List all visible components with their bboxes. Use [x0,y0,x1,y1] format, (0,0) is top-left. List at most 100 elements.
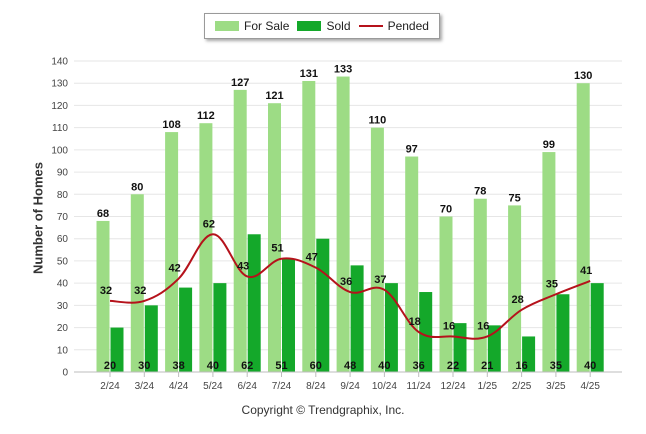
y-tick-label: 130 [51,79,68,90]
x-tick-label: 10/24 [372,381,397,392]
bar-sold [522,336,536,372]
data-label-sold: 30 [138,360,150,372]
y-tick-label: 100 [51,145,68,156]
bar-sold [247,234,261,372]
data-label-pended: 36 [340,276,352,288]
bar-sold [350,265,364,372]
data-label-sold: 21 [481,360,493,372]
copyright-text: Copyright © Trendgraphix, Inc. [241,403,405,417]
y-tick-label: 90 [57,168,69,179]
data-label-pended: 28 [511,294,523,306]
y-tick-label: 30 [57,301,69,312]
data-label-for-sale: 131 [300,68,318,80]
y-tick-label: 70 [57,212,69,223]
data-label-for-sale: 70 [440,204,452,216]
y-axis-label: Number of Homes [30,162,46,274]
data-label-pended: 16 [443,320,455,332]
data-label-sold: 62 [241,360,253,372]
bar-sold [556,294,570,372]
data-label-sold: 35 [550,360,562,372]
x-tick-label: 4/24 [169,381,189,392]
data-label-sold: 48 [344,360,356,372]
y-tick-label: 0 [62,368,68,379]
legend-label-pended: Pended [387,19,429,33]
data-label-sold: 40 [584,360,596,372]
x-tick-label: 4/25 [580,381,600,392]
data-label-for-sale: 75 [508,192,520,204]
bar-for-sale [336,76,350,373]
legend-label-for-sale: For Sale [244,19,290,33]
data-label-pended: 42 [168,263,180,275]
y-tick-label: 10 [57,345,69,356]
data-label-for-sale: 68 [97,208,109,220]
data-label-pended: 32 [134,285,146,297]
bar-sold [384,283,398,372]
legend: For Sale Sold Pended [204,13,440,39]
legend-swatch-for-sale [215,21,240,31]
data-label-pended: 62 [203,218,215,230]
bar-for-sale [542,152,556,372]
data-label-for-sale: 121 [265,90,283,102]
y-tick-label: 20 [57,323,69,334]
data-label-sold: 22 [447,360,459,372]
x-tick-label: 5/24 [203,381,223,392]
bar-for-sale [199,123,213,372]
legend-item-for-sale[interactable]: For Sale [215,19,289,33]
data-labels: 68 20 80 30 108 38 112 40 127 62 121 51 131 60 133 48 11… [97,64,596,372]
bar-sold [179,287,193,372]
legend-swatch-pended [358,25,383,27]
bar-sold [453,323,467,372]
data-label-for-sale: 99 [543,139,555,151]
bar-for-sale [233,89,247,372]
data-label-pended: 37 [374,274,386,286]
legend-item-sold[interactable]: Sold [297,19,351,33]
y-tick-label: 80 [57,190,69,201]
legend-item-pended[interactable]: Pended [358,19,429,33]
x-tick-label: 1/25 [478,381,498,392]
data-label-pended: 16 [477,320,489,332]
y-tick-label: 140 [51,57,68,68]
data-label-sold: 20 [104,360,116,372]
data-label-pended: 18 [409,316,421,328]
data-label-for-sale: 78 [474,186,486,198]
legend-swatch-sold [297,21,322,31]
x-tick-label: 3/25 [546,381,566,392]
data-label-pended: 32 [100,285,112,297]
bar-sold [110,327,124,372]
y-tick-label: 40 [57,279,69,290]
data-label-sold: 40 [207,360,219,372]
bar-for-sale [130,194,144,372]
bar-for-sale [96,220,110,372]
bar-sold [282,258,295,372]
x-tick-label: 9/24 [340,381,360,392]
data-label-for-sale: 133 [334,64,352,76]
bar-sold [316,238,330,372]
bar-for-sale [165,132,179,372]
data-label-pended: 51 [271,243,283,255]
data-label-pended: 41 [580,265,592,277]
bar-for-sale [576,83,590,372]
y-tick-label: 120 [51,101,68,112]
axes: 0 10 20 30 40 50 60 70 80 90 100 110 120 130 140 2/24 3/… [51,57,622,392]
x-tick-label: 7/24 [272,381,292,392]
y-tick-label: 110 [52,123,68,134]
legend-label-sold: Sold [326,19,351,33]
bar-for-sale [508,205,522,372]
data-label-for-sale: 97 [406,144,418,156]
y-tick-label: 50 [57,256,69,267]
bar-sold [419,292,433,372]
data-label-for-sale: 112 [197,110,215,122]
data-label-pended: 47 [306,252,318,264]
data-label-pended: 35 [546,278,558,290]
bar-for-sale [268,103,281,372]
bar-for-sale [473,198,487,372]
x-tick-label: 3/24 [135,381,155,392]
data-label-sold: 40 [378,360,390,372]
data-label-sold: 16 [515,360,527,372]
bar-for-sale [370,127,384,373]
data-label-for-sale: 80 [131,181,143,193]
data-label-sold: 38 [172,360,184,372]
x-tick-label: 12/24 [440,381,465,392]
bar-sold [487,325,501,372]
